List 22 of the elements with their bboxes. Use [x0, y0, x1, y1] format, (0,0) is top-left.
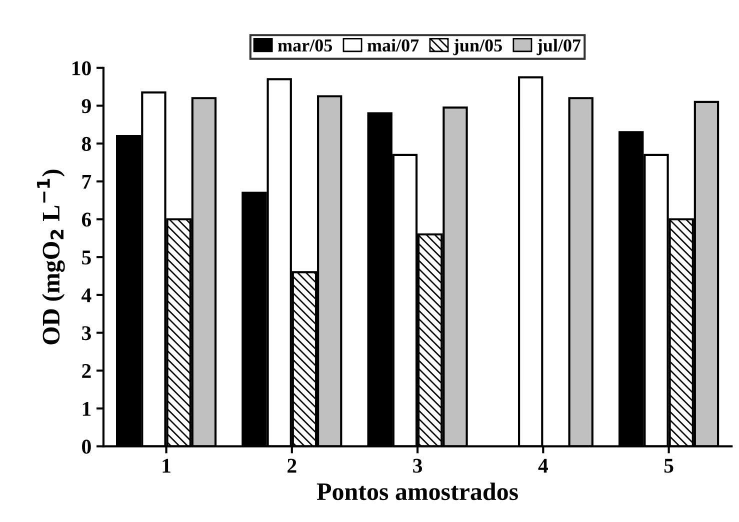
y-tick-label: 0 [82, 440, 91, 454]
x-tick-label: 5 [664, 458, 674, 473]
legend-label: jun/05 [453, 38, 502, 56]
y-tick-label: 9 [82, 99, 91, 114]
legend-label: mar/05 [278, 39, 332, 52]
y-tick-label: 10 [72, 61, 91, 76]
legend-label: jul/07 [536, 38, 581, 56]
y-tick-label: 4 [82, 288, 92, 302]
x-tick-label: 2 [288, 458, 296, 473]
y-tick-label: 5 [82, 250, 91, 265]
y-tick-label: 2 [82, 364, 91, 378]
y-tick-label: 1 [82, 402, 91, 416]
y-tick-label: 3 [82, 326, 91, 340]
y-tick-label: 7 [82, 174, 92, 189]
y-axis-title: OD (mgO$_{2}$ L$^{−1}$) [37, 170, 65, 344]
x-tick-label: 1 [162, 458, 170, 473]
y-tick-label: 6 [82, 212, 92, 227]
y-tick-label: 8 [82, 136, 91, 151]
x-tick-label: 3 [413, 458, 422, 473]
x-tick-label: 4 [538, 458, 548, 473]
x-axis-title: Pontos amostrados [316, 482, 518, 500]
legend-label: mai/07 [367, 38, 419, 52]
